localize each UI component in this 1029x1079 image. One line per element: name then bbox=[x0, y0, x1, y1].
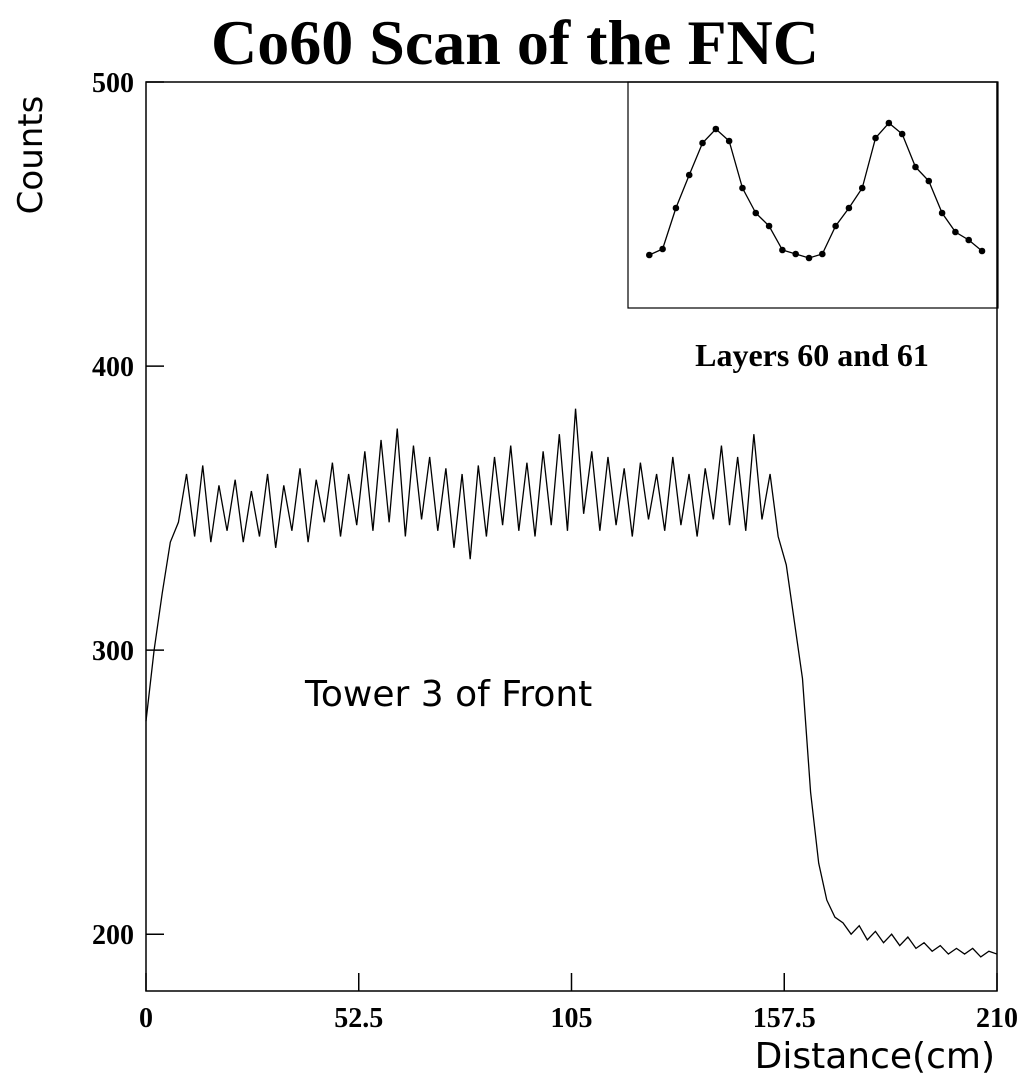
y-tick-label: 300 bbox=[92, 636, 134, 667]
y-tick-label: 400 bbox=[92, 352, 134, 383]
data-point bbox=[805, 254, 813, 262]
inset-title: Layers 60 and 61 bbox=[695, 337, 929, 373]
data-point bbox=[832, 222, 839, 230]
data-point bbox=[725, 137, 733, 145]
data-point bbox=[858, 184, 866, 192]
data-line bbox=[649, 122, 983, 259]
data-point bbox=[699, 139, 706, 147]
data-point bbox=[739, 184, 746, 192]
data-line bbox=[145, 408, 998, 958]
y-tick-label: 200 bbox=[92, 920, 134, 951]
x-tick-label: 157.5 bbox=[753, 1003, 816, 1034]
data-point bbox=[712, 125, 720, 133]
x-tick-label: 210 bbox=[976, 1003, 1018, 1034]
data-point bbox=[925, 177, 933, 185]
data-point bbox=[779, 246, 786, 254]
data-point bbox=[872, 134, 879, 142]
chart-title: Co60 Scan of the FNC bbox=[211, 7, 819, 78]
y-axis-label: Counts bbox=[11, 96, 51, 215]
data-point bbox=[952, 228, 959, 236]
data-point bbox=[938, 209, 946, 217]
data-point bbox=[845, 204, 853, 212]
data-point bbox=[898, 130, 906, 138]
data-point bbox=[685, 171, 693, 179]
data-point bbox=[765, 222, 773, 230]
inset-frame bbox=[627, 81, 999, 309]
data-point bbox=[672, 204, 680, 212]
data-point bbox=[819, 250, 826, 258]
x-tick-label: 0 bbox=[139, 1003, 153, 1034]
data-point bbox=[792, 250, 799, 258]
x-tick-label: 105 bbox=[551, 1003, 593, 1034]
data-point bbox=[752, 209, 760, 217]
x-tick-label: 52.5 bbox=[334, 1003, 383, 1034]
y-tick-label: 500 bbox=[92, 68, 134, 99]
data-point bbox=[659, 245, 666, 253]
data-point bbox=[978, 247, 986, 255]
data-point bbox=[645, 251, 653, 259]
annotation: Tower 3 of Front bbox=[304, 674, 592, 715]
x-axis-label: Distance(cm) bbox=[755, 1036, 995, 1077]
data-point bbox=[885, 119, 893, 127]
data-point bbox=[912, 163, 919, 171]
data-point bbox=[965, 236, 973, 244]
plot-frame bbox=[145, 81, 998, 992]
